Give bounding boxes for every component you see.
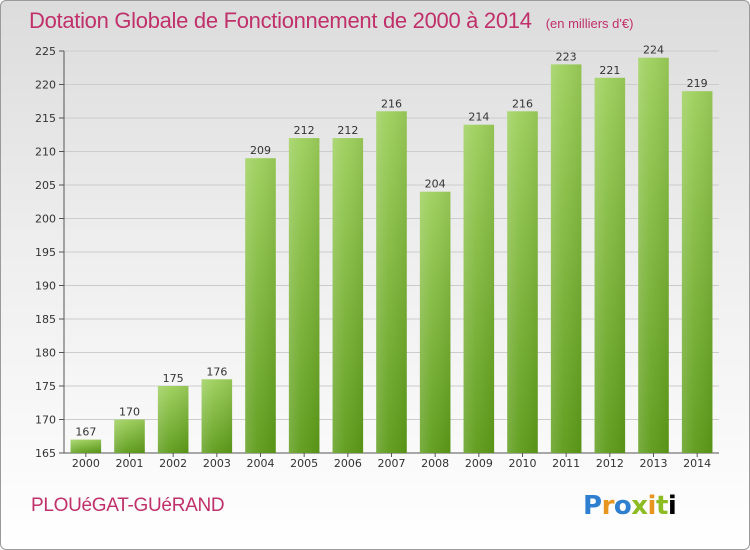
data-label: 175: [163, 372, 184, 385]
logo-letter: o: [613, 491, 632, 521]
bar-shine: [332, 138, 364, 453]
bar-shine: [507, 111, 538, 454]
bar-shine: [594, 77, 626, 454]
data-label: 214: [468, 111, 489, 124]
bar-shine: [550, 64, 582, 454]
data-label: 216: [512, 97, 533, 110]
x-tick-label: 2014: [683, 457, 711, 470]
data-label: 209: [250, 144, 271, 157]
y-tick-label: 165: [35, 447, 56, 460]
x-tick-label: 2012: [596, 457, 624, 470]
x-tick-label: 2005: [290, 457, 318, 470]
data-label: 219: [687, 77, 708, 90]
y-tick-label: 210: [35, 146, 56, 159]
bar-shine: [201, 379, 233, 453]
x-tick-label: 2001: [116, 457, 144, 470]
x-tick-label: 2004: [247, 457, 275, 470]
y-tick-label: 205: [35, 179, 56, 192]
data-label: 212: [337, 124, 358, 137]
x-tick-label: 2008: [421, 457, 449, 470]
bar-shine: [419, 191, 451, 453]
data-label: 176: [206, 365, 227, 378]
chart-title-text: Dotation Globale de Fonctionnement de 20…: [29, 8, 532, 33]
x-tick-label: 2010: [509, 457, 537, 470]
y-tick-label: 180: [35, 347, 56, 360]
y-tick-label: 175: [35, 380, 56, 393]
bar-shine: [681, 91, 713, 453]
y-tick-label: 195: [35, 246, 56, 259]
data-label: 216: [381, 97, 402, 110]
data-label: 170: [119, 406, 140, 419]
x-tick-label: 2013: [640, 457, 668, 470]
x-tick-label: 2009: [465, 457, 493, 470]
x-tick-label: 2002: [159, 457, 187, 470]
logo-letter: P: [583, 491, 602, 521]
bars: [70, 57, 713, 454]
y-tick-label: 190: [35, 280, 56, 293]
bar-shine: [288, 138, 320, 453]
bar-shine: [376, 111, 407, 454]
x-tick-label: 2006: [334, 457, 362, 470]
data-label: 224: [643, 44, 664, 57]
data-label: 212: [294, 124, 315, 137]
data-label: 221: [599, 64, 620, 77]
commune-name: PLOUéGAT-GUéRAND: [31, 495, 225, 516]
y-tick-label: 215: [35, 112, 56, 125]
x-tick-labels: 2000 2001 2002 2003 2004 2005 2006 2007 2008 2009…: [72, 453, 711, 470]
logo-letter: t: [655, 491, 668, 521]
data-label: 204: [425, 178, 446, 191]
bar-shine: [70, 439, 102, 453]
logo-letter: x: [631, 491, 648, 521]
bar-shine: [638, 57, 669, 453]
logo-letter: i: [647, 491, 657, 521]
data-label: 223: [556, 50, 577, 63]
bar-shine: [463, 124, 495, 453]
x-tick-label: 2003: [203, 457, 231, 470]
bar-shine: [245, 158, 276, 453]
data-label: 167: [75, 426, 96, 439]
x-tick-label: 2007: [378, 457, 406, 470]
bar-shine: [157, 386, 189, 453]
y-tick-label: 220: [35, 79, 56, 92]
logo-letter: i: [667, 491, 677, 521]
x-tick-label: 2011: [552, 457, 580, 470]
chart-units: (en milliers d'€): [545, 16, 634, 31]
y-tick-labels: 165 170 175 180 185 190 195 200 205 210 215 220 225: [35, 45, 56, 460]
proxiti-logo[interactable]: Proxiti: [583, 491, 677, 521]
y-tick-label: 185: [35, 313, 56, 326]
y-tick-label: 225: [35, 45, 56, 58]
data-labels: 167 170 175 176 209 212 212 216 204 214 216 223 221 2…: [75, 44, 707, 439]
bar-shine: [114, 419, 145, 453]
x-tick-label: 2000: [72, 457, 100, 470]
chart-title: Dotation Globale de Fonctionnement de 20…: [29, 8, 633, 34]
y-tick-label: 200: [35, 213, 56, 226]
y-tick-label: 170: [35, 414, 56, 427]
logo-letter: r: [601, 491, 615, 521]
